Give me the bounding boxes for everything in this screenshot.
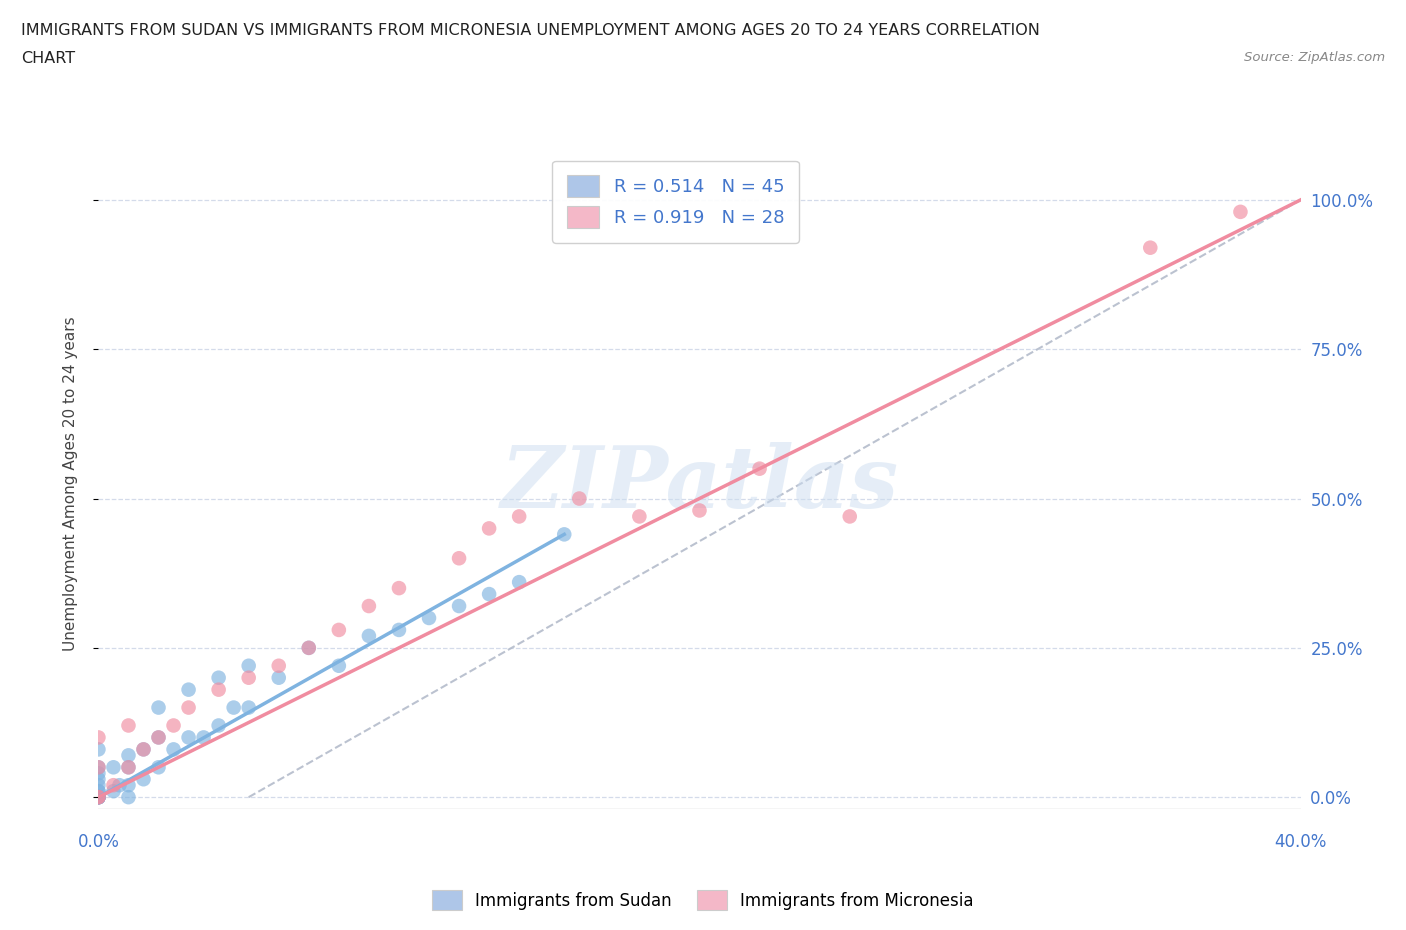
Point [222, 700, 245, 715]
Point [87, 784, 110, 799]
Point [1139, 240, 1161, 255]
Point [267, 671, 290, 685]
Point [238, 671, 260, 685]
Point [447, 551, 470, 565]
Point [177, 730, 200, 745]
Point [508, 509, 530, 524]
Point [117, 760, 139, 775]
Point [87, 790, 110, 804]
Point [298, 641, 321, 656]
Point [208, 718, 231, 733]
Point [103, 760, 125, 775]
Point [148, 730, 170, 745]
Point [87, 730, 110, 745]
Point [117, 790, 139, 804]
Point [267, 658, 290, 673]
Point [568, 491, 591, 506]
Point [87, 790, 110, 804]
Text: Source: ZipAtlas.com: Source: ZipAtlas.com [1244, 51, 1385, 64]
Point [117, 777, 139, 792]
Point [87, 772, 110, 787]
Point [87, 790, 110, 804]
Legend: R = 0.514   N = 45, R = 0.919   N = 28: R = 0.514 N = 45, R = 0.919 N = 28 [553, 161, 799, 243]
Point [193, 730, 215, 745]
Point [87, 790, 110, 804]
Point [748, 461, 770, 476]
Point [87, 760, 110, 775]
Point [87, 790, 110, 804]
Point [103, 777, 125, 792]
Point [238, 658, 260, 673]
Point [87, 790, 110, 804]
Point [838, 509, 860, 524]
Point [162, 742, 184, 757]
Point [208, 683, 231, 698]
Point [388, 622, 411, 637]
Point [87, 742, 110, 757]
Point [298, 641, 321, 656]
Point [478, 587, 501, 602]
Legend: Immigrants from Sudan, Immigrants from Micronesia: Immigrants from Sudan, Immigrants from M… [426, 884, 980, 917]
Point [478, 521, 501, 536]
Point [87, 790, 110, 804]
Point [208, 671, 231, 685]
Text: 0.0%: 0.0% [77, 832, 120, 851]
Y-axis label: Unemployment Among Ages 20 to 24 years: Unemployment Among Ages 20 to 24 years [63, 316, 77, 651]
Point [117, 748, 139, 763]
Point [238, 700, 260, 715]
Point [508, 575, 530, 590]
Point [132, 742, 155, 757]
Point [328, 622, 350, 637]
Point [132, 772, 155, 787]
Point [447, 599, 470, 614]
Point [148, 760, 170, 775]
Point [177, 700, 200, 715]
Point [357, 629, 380, 644]
Point [87, 790, 110, 804]
Point [87, 760, 110, 775]
Text: IMMIGRANTS FROM SUDAN VS IMMIGRANTS FROM MICRONESIA UNEMPLOYMENT AMONG AGES 20 T: IMMIGRANTS FROM SUDAN VS IMMIGRANTS FROM… [21, 23, 1040, 38]
Text: 40.0%: 40.0% [1274, 832, 1327, 851]
Point [162, 718, 184, 733]
Point [328, 658, 350, 673]
Point [87, 777, 110, 792]
Point [177, 683, 200, 698]
Point [689, 503, 711, 518]
Point [1229, 205, 1251, 219]
Point [628, 509, 651, 524]
Point [388, 580, 411, 595]
Text: CHART: CHART [21, 51, 75, 66]
Point [87, 784, 110, 799]
Point [103, 784, 125, 799]
Point [87, 790, 110, 804]
Point [87, 765, 110, 780]
Point [418, 610, 440, 625]
Point [148, 730, 170, 745]
Point [357, 599, 380, 614]
Point [148, 700, 170, 715]
Point [553, 527, 575, 542]
Point [117, 718, 139, 733]
Point [132, 742, 155, 757]
Point [117, 760, 139, 775]
Text: ZIPatlas: ZIPatlas [501, 442, 898, 525]
Point [108, 777, 131, 792]
